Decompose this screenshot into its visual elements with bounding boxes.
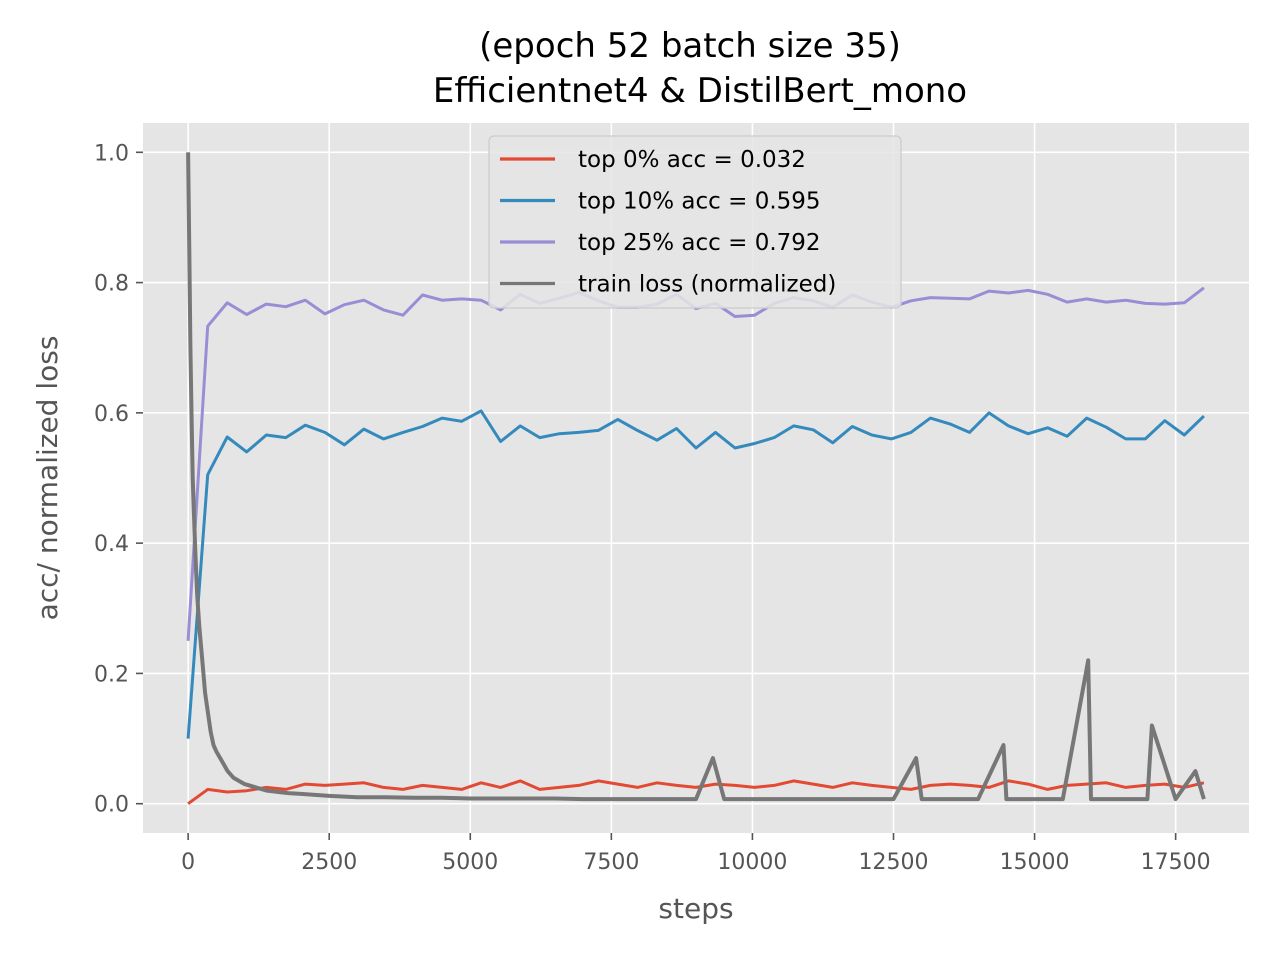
series-line-top-1 [187, 779, 1205, 805]
legend-entry: top 0% acc = 0.032 [578, 147, 806, 173]
x-tick-label: 12500 [859, 850, 929, 875]
y-tick-label: 1.0 [94, 141, 129, 166]
legend-entry: top 10% acc = 0.595 [578, 189, 821, 215]
x-tick-label: 17500 [1141, 850, 1211, 875]
x-tick-label: 15000 [1000, 850, 1070, 875]
series-layer [186, 152, 1206, 805]
legend-entry: train loss (normalized) [578, 272, 836, 298]
x-axis-label: steps [658, 892, 733, 925]
series-line-train-4 [186, 152, 1206, 802]
legend: top 0% acc = 0.032 top 10% acc = 0.595 top… [488, 135, 902, 309]
x-tick-label: 7500 [583, 850, 639, 875]
y-tick-label: 0.6 [94, 402, 129, 427]
x-axis-ticks: 0 2500 5000 7500 10000 12500 15000 17500 [181, 833, 1211, 875]
chart-title-line-2: Efficientnet4 & DistilBert_mono [433, 71, 967, 111]
y-tick-label: 0.4 [94, 532, 129, 557]
x-tick-label: 2500 [301, 850, 357, 875]
x-tick-label: 5000 [442, 850, 498, 875]
y-axis-ticks: 0.0 0.2 0.4 0.6 0.8 1.0 [94, 141, 143, 818]
y-tick-label: 0.8 [94, 272, 129, 297]
legend-box [488, 135, 902, 309]
y-tick-label: 0.0 [94, 793, 129, 818]
x-tick-label: 0 [181, 850, 195, 875]
y-axis-label: acc/ normalized loss [31, 336, 64, 621]
series-line-top-2 [186, 409, 1205, 739]
x-tick-label: 10000 [717, 850, 787, 875]
legend-entry: top 25% acc = 0.792 [578, 230, 821, 256]
y-tick-label: 0.2 [94, 662, 129, 687]
chart-title-line-1: (epoch 52 batch size 35) [479, 26, 901, 66]
